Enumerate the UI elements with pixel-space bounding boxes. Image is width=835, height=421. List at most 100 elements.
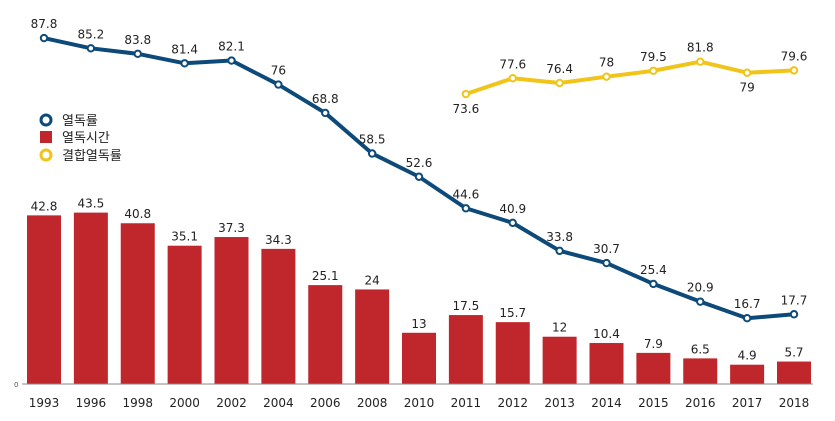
bar-2017 xyxy=(730,364,765,384)
readership-label-2008: 58.5 xyxy=(359,133,386,147)
bar-1998 xyxy=(120,223,155,384)
bar-2000 xyxy=(167,245,202,384)
x-tick-2006: 2006 xyxy=(310,396,341,410)
readership-label-1996: 85.2 xyxy=(78,27,105,41)
bar-2014 xyxy=(589,343,624,384)
bar-label-1998: 40.8 xyxy=(124,207,151,221)
readership-point-2011 xyxy=(461,204,471,213)
x-tick-2010: 2010 xyxy=(404,396,435,410)
bar-2010 xyxy=(402,332,436,384)
readership-label-2002: 82.1 xyxy=(218,40,245,54)
legend-item-reading-time: 열독시간 xyxy=(40,131,110,146)
readership-label-2013: 33.8 xyxy=(546,230,573,244)
readership-point-2017 xyxy=(742,314,752,323)
combined-readership-point-2013 xyxy=(555,78,564,88)
legend-marker-combined-readership xyxy=(39,148,53,162)
x-tick-2011: 2011 xyxy=(451,396,482,410)
readership-label-2017: 16.7 xyxy=(734,297,761,311)
bar-label-2016: 6.5 xyxy=(691,342,710,356)
bar-label-1993: 42.8 xyxy=(31,199,58,213)
bar-label-2017: 4.9 xyxy=(738,349,757,363)
combined-readership-point-2011 xyxy=(461,89,471,99)
line-series xyxy=(39,33,799,323)
bar-label-2015: 7.9 xyxy=(644,337,663,351)
x-tick-2008: 2008 xyxy=(357,396,388,410)
combined-readership-point-2016 xyxy=(696,57,705,66)
x-tick-2017: 2017 xyxy=(732,396,763,410)
combined-readership-label-2017: 79 xyxy=(739,81,754,95)
readership-point-2002 xyxy=(227,56,236,65)
readership-label-2010: 52.6 xyxy=(406,156,433,170)
combined-readership-point-2017 xyxy=(742,68,752,77)
combined-readership-label-2013: 76.4 xyxy=(546,62,573,76)
readership-point-2016 xyxy=(696,297,705,306)
bar-2006 xyxy=(308,285,343,384)
legend-label-readership: 열독률 xyxy=(62,114,98,129)
y-zero-label: 0 xyxy=(14,381,18,389)
bar-label-2006: 25.1 xyxy=(312,269,339,283)
x-tick-1993: 1993 xyxy=(29,396,60,410)
bar-label-2018: 5.7 xyxy=(784,346,803,360)
combined-readership-label-2014: 78 xyxy=(599,56,614,70)
readership-point-1993 xyxy=(39,33,49,43)
readership-point-2015 xyxy=(649,279,658,289)
legend: 열독률 열독시간 결합열독률 xyxy=(39,113,122,164)
readership-label-2000: 81.4 xyxy=(171,42,198,56)
legend-item-readership: 열독률 xyxy=(39,113,98,129)
legend-label-reading-time: 열독시간 xyxy=(62,131,110,146)
bar-label-2014: 10.4 xyxy=(593,327,620,341)
readership-point-2010 xyxy=(414,172,424,181)
bar-label-2010: 13 xyxy=(411,317,426,331)
readership-point-1998 xyxy=(133,49,142,59)
bar-label-2012: 15.7 xyxy=(499,306,526,320)
x-tick-2013: 2013 xyxy=(544,396,575,410)
readership-point-2012 xyxy=(508,218,517,228)
readership-label-2011: 44.6 xyxy=(453,187,480,201)
x-tick-2016: 2016 xyxy=(685,396,716,410)
readership-label-2012: 40.9 xyxy=(499,202,526,216)
readership-label-2015: 25.4 xyxy=(640,263,667,277)
readership-point-2006 xyxy=(321,108,330,118)
bar-label-2002: 37.3 xyxy=(218,221,245,235)
readership-point-2000 xyxy=(180,59,189,68)
legend-item-combined-readership: 결합열독률 xyxy=(39,148,122,164)
bar-2002 xyxy=(214,237,249,384)
legend-marker-readership xyxy=(39,113,53,127)
combined-readership-label-2012: 77.6 xyxy=(499,57,526,71)
x-tick-1996: 1996 xyxy=(76,396,107,410)
x-tick-1998: 1998 xyxy=(122,396,153,410)
bar-2018 xyxy=(777,361,811,384)
combined-readership-point-2012 xyxy=(508,74,517,83)
readership-label-2006: 68.8 xyxy=(312,92,339,106)
combined-readership-label-2015: 79.5 xyxy=(640,50,667,64)
bar-1993 xyxy=(27,215,61,384)
combined-readership-label-2016: 81.8 xyxy=(687,41,714,55)
readership-point-2014 xyxy=(602,258,611,268)
x-tick-2014: 2014 xyxy=(591,396,622,410)
combined-readership-point-2014 xyxy=(602,72,611,81)
bar-2012 xyxy=(495,322,530,384)
legend-marker-reading-time xyxy=(40,131,52,143)
readership-point-2004 xyxy=(274,80,283,89)
readership-label-1998: 83.8 xyxy=(124,33,151,47)
x-tick-labels: 1993 1996 1998 2000 2002 2004 2006 2008 2010 2011… xyxy=(29,396,810,410)
bar-2004 xyxy=(261,248,296,384)
bar-label-2011: 17.5 xyxy=(453,299,480,313)
readership-label-2014: 30.7 xyxy=(593,242,620,256)
combined-readership-line xyxy=(465,59,795,96)
x-tick-2002: 2002 xyxy=(216,396,247,410)
bar-label-1996: 43.5 xyxy=(78,197,105,211)
readership-point-1996 xyxy=(86,44,96,53)
readership-label-2004: 76 xyxy=(271,64,286,78)
combined-readership-label-2011: 73.6 xyxy=(453,102,480,116)
combined-readership-point-2018 xyxy=(789,66,799,75)
x-tick-2018: 2018 xyxy=(779,396,810,410)
bar-data-labels: 42.8 43.5 40.8 35.1 37.3 34.3 25.1 24 13 17.5 15.7… xyxy=(31,197,804,363)
readership-point-2013 xyxy=(555,246,564,256)
readership-label-2016: 20.9 xyxy=(687,281,714,295)
legend-label-combined-readership: 결합열독률 xyxy=(62,149,122,164)
bar-label-2000: 35.1 xyxy=(171,230,198,244)
readership-point-2018 xyxy=(789,310,799,319)
x-tick-2004: 2004 xyxy=(263,396,294,410)
